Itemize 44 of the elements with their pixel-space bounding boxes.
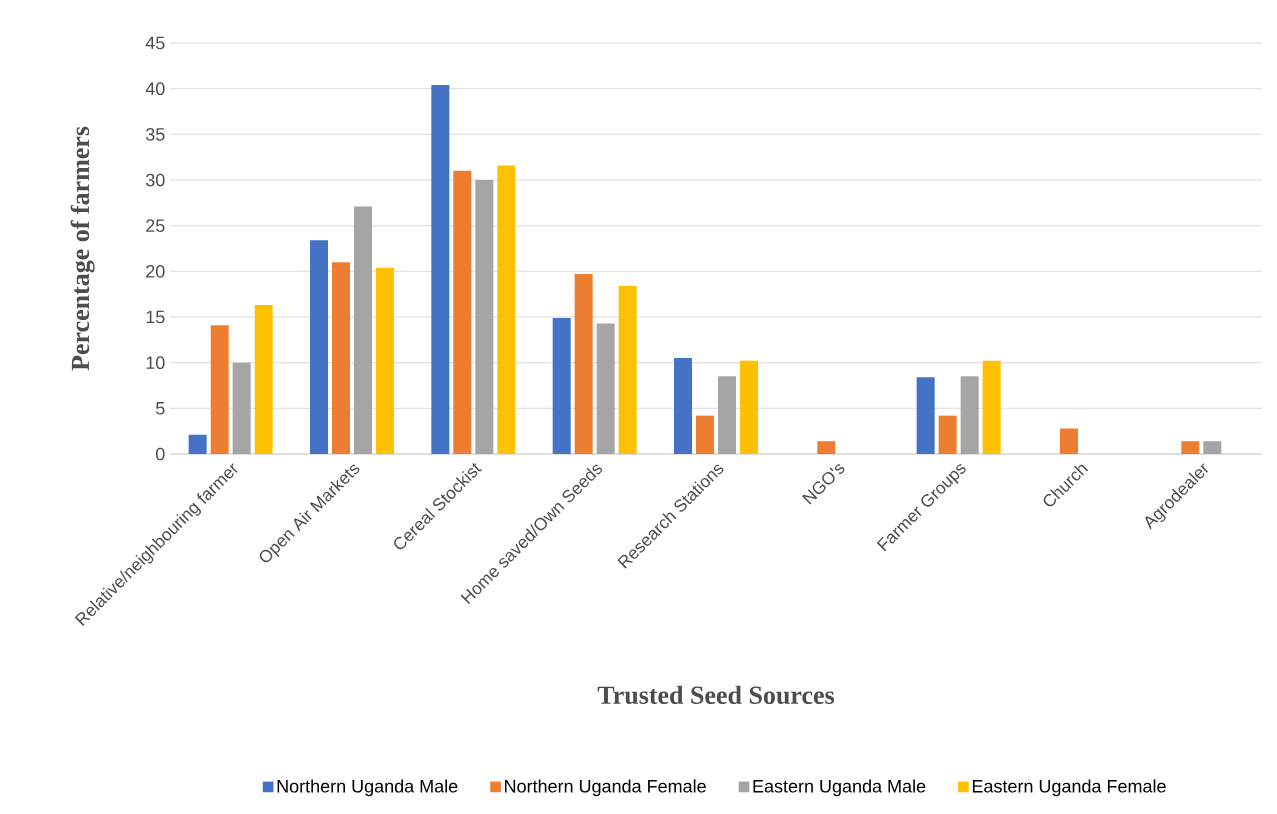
y-tick-label: 0 [155,447,165,461]
bar [497,165,516,454]
bar [938,415,957,454]
bar [718,376,736,454]
bar [310,240,328,454]
y-tick-label: 45 [145,36,165,50]
legend-label: Northern Uganda Male [277,779,458,797]
legend-label: Eastern Uganda Male [753,779,926,797]
bar [210,325,229,454]
bar [188,434,207,454]
y-tick-label: 20 [146,264,165,278]
x-axis-title: Trusted Seed Sources [597,685,835,705]
bar [453,170,472,454]
bar [354,206,373,454]
bar [696,415,714,454]
bar [552,317,571,454]
bar [376,267,394,454]
legend-label: Eastern Uganda Female [972,779,1166,797]
bar [254,305,273,454]
bar [1060,428,1078,454]
y-tick-label: 10 [146,356,165,370]
bar [332,262,350,454]
y-axis-title: Percentage of farmers [70,126,95,371]
bar [475,180,494,454]
y-tick-label: 5 [155,402,165,415]
y-tick-label: 25 [146,219,165,233]
bar [574,274,593,454]
bar [740,360,758,454]
bar [674,358,692,454]
bar [817,441,836,454]
bar [596,323,615,454]
y-tick-label: 15 [146,310,165,324]
bar [618,285,637,454]
y-tick-label: 40 [145,82,165,96]
bar [1203,441,1222,454]
bar [232,362,251,454]
bar [431,85,450,454]
bar [916,377,935,454]
bar [982,360,1001,454]
legend-label: Northern Uganda Female [505,779,706,797]
bar [960,376,979,454]
bar [1181,441,1200,454]
y-tick-label: 30 [145,173,165,187]
y-tick-label: 35 [145,127,165,141]
